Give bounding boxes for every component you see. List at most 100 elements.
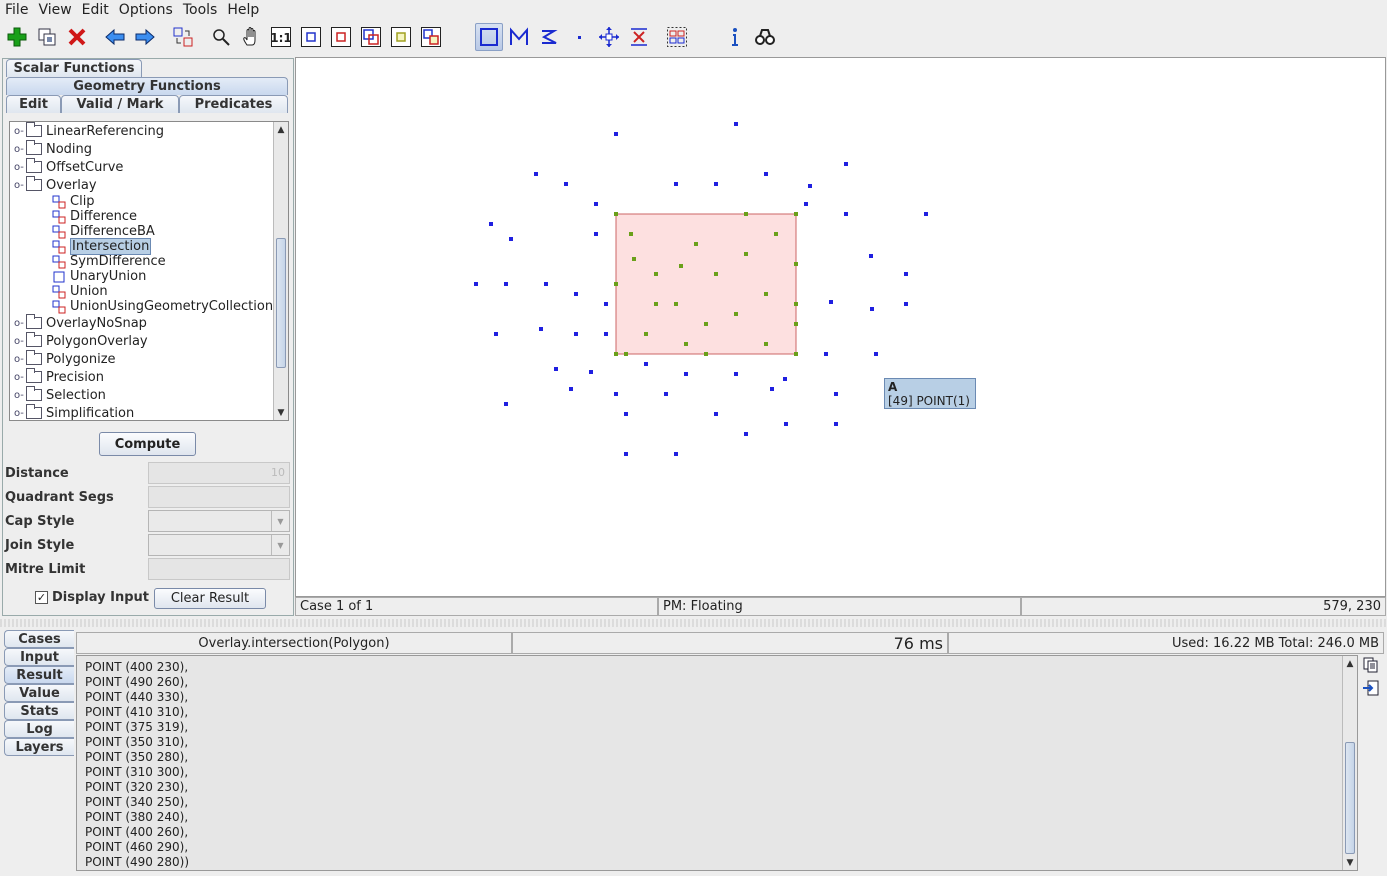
panel-splitter[interactable]	[0, 619, 1387, 627]
menu-edit[interactable]: Edit	[77, 2, 114, 18]
pan-button[interactable]	[237, 23, 265, 51]
exchange-geometries-button[interactable]	[169, 23, 197, 51]
result-scrollbar[interactable]: ▲ ▼	[1342, 656, 1357, 870]
result-to-input-button[interactable]	[1360, 678, 1382, 698]
tab-result[interactable]: Result	[4, 666, 74, 684]
expand-handle-icon[interactable]: o-	[14, 372, 26, 383]
tree-folder-linear-referencing[interactable]: o- LinearReferencing	[14, 122, 164, 140]
join-style-select[interactable]: ▼	[148, 534, 290, 556]
geometry-drawing[interactable]	[296, 58, 1385, 596]
expand-handle-icon[interactable]: o-	[14, 144, 26, 155]
tree-folder-polygon-overlay[interactable]: o- PolygonOverlay	[14, 332, 148, 350]
copy-result-button[interactable]	[1360, 655, 1382, 675]
cap-style-select[interactable]: ▼	[148, 510, 290, 532]
delete-case-button[interactable]	[63, 23, 91, 51]
zoom-one-to-one-button[interactable]: 1:1	[267, 23, 295, 51]
menu-view[interactable]: View	[33, 2, 76, 18]
find-button[interactable]	[751, 23, 779, 51]
result-text-area[interactable]: POINT (400 230), POINT (490 260), POINT (4…	[76, 655, 1358, 871]
zoom-to-input-a-button[interactable]	[297, 23, 325, 51]
folder-icon	[26, 407, 42, 419]
tree-scrollbar[interactable]: ▲ ▼	[273, 122, 288, 420]
folder-icon	[26, 143, 42, 155]
draw-point-button[interactable]	[565, 23, 593, 51]
edit-vertex-button[interactable]	[595, 23, 623, 51]
tree-item-clip[interactable]: Clip	[52, 194, 95, 209]
delete-vertex-button[interactable]	[625, 23, 653, 51]
tab-edit[interactable]: Edit	[6, 95, 61, 113]
draw-polygon-button[interactable]	[475, 23, 503, 51]
zoom-button[interactable]	[207, 23, 235, 51]
tree-item-difference-ba[interactable]: DifferenceBA	[52, 224, 155, 239]
menu-tools[interactable]: Tools	[178, 2, 223, 18]
menu-help[interactable]: Help	[222, 2, 264, 18]
tree-item-unary-union[interactable]: UnaryUnion	[52, 269, 146, 284]
expand-handle-icon[interactable]: o-	[14, 336, 26, 347]
result-point	[794, 352, 798, 356]
tab-predicates[interactable]: Predicates	[179, 95, 288, 113]
edit-vertex-icon	[598, 26, 620, 48]
expand-handle-icon[interactable]: o-	[14, 162, 26, 173]
tab-cases[interactable]: Cases	[4, 630, 74, 648]
expand-handle-icon[interactable]: o-	[14, 318, 26, 329]
tab-log[interactable]: Log	[4, 720, 74, 738]
draw-linestring-alt-button[interactable]	[535, 23, 563, 51]
tree-folder-overlay-no-snap[interactable]: o- OverlayNoSnap	[14, 314, 147, 332]
info-button[interactable]	[721, 23, 749, 51]
menu-options[interactable]: Options	[114, 2, 178, 18]
scroll-up-icon[interactable]: ▲	[1343, 656, 1357, 671]
tab-geometry-functions[interactable]: Geometry Functions	[6, 77, 288, 95]
mitre-limit-field[interactable]	[148, 558, 290, 580]
tree-folder-overlay[interactable]: o- Overlay	[14, 176, 97, 194]
tree-item-intersection[interactable]: Intersection	[52, 239, 151, 254]
tree-item-difference[interactable]: Difference	[52, 209, 137, 224]
geometry-canvas[interactable]	[295, 57, 1386, 597]
function-tree[interactable]: o- LinearReferencing o- Noding o- OffsetCur…	[9, 121, 289, 421]
result-point	[679, 264, 683, 268]
tab-input[interactable]: Input	[4, 648, 74, 666]
scroll-down-icon[interactable]: ▼	[274, 405, 288, 420]
tree-folder-offset-curve[interactable]: o- OffsetCurve	[14, 158, 123, 176]
tree-item-sym-difference[interactable]: SymDifference	[52, 254, 166, 269]
collapse-handle-icon[interactable]: o-	[14, 180, 26, 191]
compute-button[interactable]: Compute	[99, 432, 196, 456]
tree-folder-simplification[interactable]: o- Simplification	[14, 404, 134, 421]
zoom-to-inputs-button[interactable]	[357, 23, 385, 51]
previous-case-button[interactable]	[101, 23, 129, 51]
tree-folder-noding[interactable]: o- Noding	[14, 140, 92, 158]
expand-handle-icon[interactable]: o-	[14, 126, 26, 137]
tab-layers[interactable]: Layers	[4, 738, 74, 756]
display-input-checkbox[interactable]: ✓	[35, 591, 48, 604]
tree-folder-selection[interactable]: o- Selection	[14, 386, 106, 404]
tab-valid-mark[interactable]: Valid / Mark	[61, 95, 179, 113]
zoom-to-result-button[interactable]	[387, 23, 415, 51]
scroll-thumb[interactable]	[1345, 742, 1355, 854]
menu-file[interactable]: File	[0, 2, 33, 18]
expand-handle-icon[interactable]: o-	[14, 408, 26, 419]
tree-folder-polygonize[interactable]: o- Polygonize	[14, 350, 116, 368]
distance-field[interactable]: 10	[148, 462, 290, 484]
tree-folder-precision[interactable]: o- Precision	[14, 368, 104, 386]
scroll-thumb[interactable]	[276, 238, 286, 368]
zoom-to-input-b-button[interactable]	[327, 23, 355, 51]
input-point	[614, 132, 618, 136]
tab-value[interactable]: Value	[4, 684, 74, 702]
tree-item-union[interactable]: Union	[52, 284, 108, 299]
expand-handle-icon[interactable]: o-	[14, 390, 26, 401]
scroll-down-icon[interactable]: ▼	[1343, 855, 1357, 870]
scroll-up-icon[interactable]: ▲	[274, 122, 288, 137]
extract-component-button[interactable]	[663, 23, 691, 51]
result-point	[684, 342, 688, 346]
next-case-button[interactable]	[131, 23, 159, 51]
draw-linestring-button[interactable]	[505, 23, 533, 51]
copy-case-button[interactable]	[33, 23, 61, 51]
tab-stats[interactable]: Stats	[4, 702, 74, 720]
tab-scalar-functions[interactable]: Scalar Functions	[6, 59, 142, 77]
expand-handle-icon[interactable]: o-	[14, 354, 26, 365]
new-case-button[interactable]	[3, 23, 31, 51]
quadrant-segs-field[interactable]	[148, 486, 290, 508]
zoom-to-full-button[interactable]	[417, 23, 445, 51]
input-point	[624, 412, 628, 416]
tree-item-union-using-geometry-collection[interactable]: UnionUsingGeometryCollection	[52, 299, 273, 314]
clear-result-button[interactable]: Clear Result	[154, 588, 266, 609]
